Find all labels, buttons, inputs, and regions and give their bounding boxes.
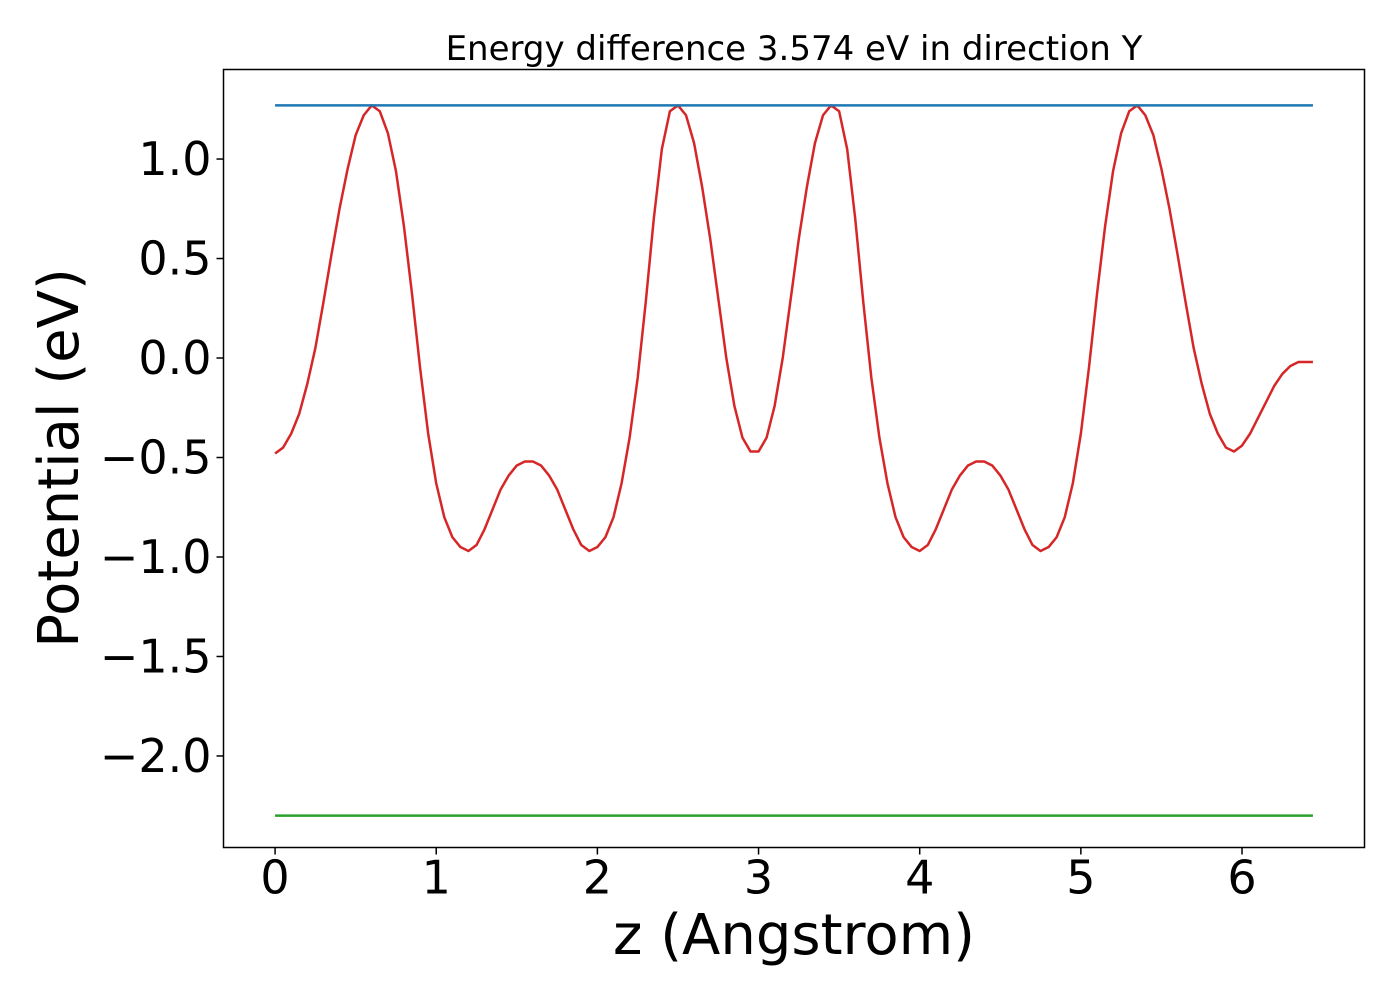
chart-title: Energy difference 3.574 eV in direction … xyxy=(446,29,1143,69)
x-tick-label: 1 xyxy=(422,851,451,905)
x-tick-label: 3 xyxy=(744,851,773,905)
plot-frame xyxy=(222,68,1366,849)
series-group xyxy=(274,104,1313,817)
x-axis-label: z (Angstrom) xyxy=(613,903,975,968)
x-tick-label: 5 xyxy=(1066,851,1095,905)
x-tick-label: 6 xyxy=(1227,851,1256,905)
y-tick-label: 1.0 xyxy=(138,132,211,186)
y-axis-label: Potential (eV) xyxy=(27,268,92,648)
y-tick-label: −0.5 xyxy=(100,431,212,485)
y-axis: 1.0 0.5 0.0 −0.5 −1.0 −1.5 −2.0 xyxy=(100,132,224,783)
y-tick-label: −2.0 xyxy=(100,729,212,783)
y-tick-label: 0.5 xyxy=(138,232,211,286)
series-line-0 xyxy=(274,104,1313,553)
y-tick-label: −1.5 xyxy=(100,629,212,683)
x-tick-label: 4 xyxy=(905,851,934,905)
x-tick-label: 2 xyxy=(583,851,612,905)
y-tick-label: −1.0 xyxy=(100,530,212,584)
x-axis: 0 1 2 3 4 5 6 xyxy=(260,847,1257,905)
x-tick-label: 0 xyxy=(260,851,289,905)
y-tick-label: 0.0 xyxy=(138,331,211,385)
